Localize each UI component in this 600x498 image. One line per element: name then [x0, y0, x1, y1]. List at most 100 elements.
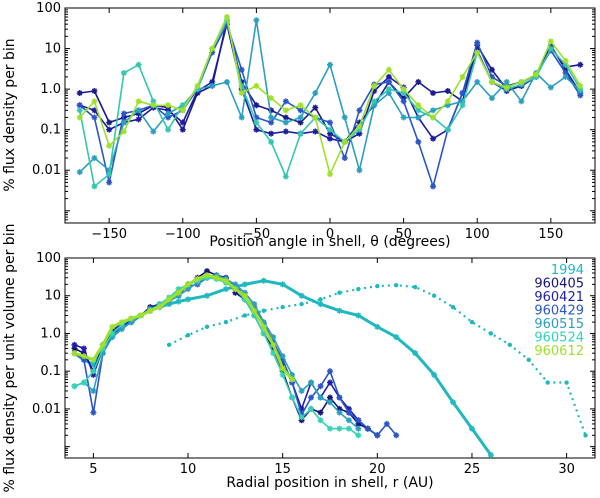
- top-plot-data-point: [223, 21, 230, 28]
- bottom-plot-data-point: [355, 432, 362, 439]
- bottom-plot-data-point: [232, 289, 239, 296]
- top-plot-series: [76, 13, 584, 190]
- top-plot-data-point: [459, 102, 466, 109]
- top-plot-data-point: [474, 49, 481, 56]
- bottom-plot-data-point: [356, 286, 361, 292]
- top-plot-data-point: [459, 73, 466, 80]
- top-plot-data-point: [430, 90, 437, 97]
- top-plot-data-point: [194, 82, 201, 89]
- top-plot-data-point: [577, 61, 584, 68]
- bottom-plot-xlabel: Radial position in shell, r (AU): [226, 475, 433, 491]
- bottom-plot-data-point: [242, 313, 248, 318]
- bottom-plot-data-point: [289, 394, 296, 401]
- bottom-plot-data-point: [327, 425, 333, 432]
- legend-entry: 960421: [534, 290, 584, 305]
- top-plot-xtick-label: 150: [538, 227, 563, 242]
- bottom-plot-data-point: [80, 353, 87, 360]
- top-plot-data-point: [253, 82, 260, 89]
- top-plot-data-point: [356, 126, 363, 133]
- top-plot-data-point: [444, 87, 451, 94]
- bottom-plot-ylabel: % flux density per unit volume per bin: [2, 224, 18, 493]
- bottom-plot-data-point: [109, 330, 116, 337]
- top-plot-data-point: [327, 171, 333, 178]
- top-plot-data-point: [312, 90, 319, 97]
- bottom-plot-data-point: [393, 432, 400, 439]
- bottom-plot-data-point: [185, 296, 192, 303]
- top-plot-data-point: [577, 92, 584, 99]
- bottom-plot-data-point: [345, 417, 352, 424]
- bottom-plot-data-point: [270, 350, 277, 357]
- top-plot-data-point: [430, 107, 437, 114]
- bottom-plot-data-point: [317, 301, 324, 308]
- top-plot-data-point: [562, 69, 569, 76]
- top-plot-data-point: [91, 98, 98, 105]
- top-plot-data-point: [341, 155, 348, 162]
- top-plot-data-point: [76, 114, 83, 121]
- bottom-plot-data-point: [203, 268, 210, 275]
- top-plot-data-point: [297, 119, 304, 126]
- bottom-plot-data-point: [241, 292, 248, 299]
- top-plot-data-point: [488, 66, 495, 73]
- top-plot-data-point: [415, 78, 422, 85]
- bottom-plot-data-point: [232, 286, 239, 293]
- top-plot-data-point: [282, 128, 289, 135]
- top-plot-data-point: [400, 98, 407, 105]
- top-plot-data-point: [135, 98, 142, 105]
- top-plot: −150 −100 −50 0 50 100 150 0.01 0.1 1.0 10 100 Posi…: [2, 1, 596, 250]
- top-plot-data-point: [209, 49, 216, 56]
- top-plot-data-point: [91, 155, 98, 162]
- top-plot-data-point: [179, 126, 186, 133]
- top-plot-data-point: [577, 86, 584, 93]
- bottom-plot-data-point: [71, 350, 78, 357]
- bottom-plot-data-point: [327, 399, 333, 406]
- top-plot-data-point: [371, 82, 378, 89]
- top-plot-data-point: [503, 84, 510, 91]
- bottom-plot-data-point: [336, 394, 343, 401]
- bottom-plot-data-point: [298, 405, 305, 412]
- top-plot-data-point: [459, 98, 466, 105]
- bottom-plot-data-point: [80, 379, 87, 386]
- top-plot-data-point: [385, 73, 392, 80]
- bottom-plot-data-point: [147, 307, 154, 314]
- top-plot-data-point: [415, 138, 422, 145]
- bottom-plot-data-point: [223, 319, 229, 325]
- bottom-plot-series-line: [74, 270, 378, 436]
- top-plot-ytick-label: 0.01: [32, 163, 61, 178]
- bottom-plot-data-point: [345, 409, 352, 416]
- bottom-plot-data-point: [450, 304, 456, 310]
- top-plot-xtick-label: 0: [326, 227, 334, 242]
- bottom-plot-data-point: [270, 341, 277, 348]
- legend-entry: 960612: [534, 344, 584, 359]
- bottom-plot-data-point: [317, 417, 324, 424]
- top-plot-data-point: [371, 98, 378, 105]
- bottom-plot-data-point: [374, 432, 381, 439]
- bottom-plot-data-point: [90, 409, 97, 416]
- bottom-plot-data-point: [280, 304, 285, 310]
- bottom-plot-ytick-label: 0.1: [40, 364, 61, 379]
- top-plot-data-point: [209, 82, 216, 89]
- top-plot-data-point: [106, 179, 113, 186]
- bottom-plot-data-point: [412, 284, 418, 290]
- top-plot-ticks: −150 −100 −50 0 50 100 150 0.01 0.1 1.0 10 100: [32, 1, 595, 242]
- top-plot-xlabel: Position angle in shell, θ (degrees): [209, 234, 450, 250]
- top-plot-ytick-label: 1.0: [40, 82, 61, 97]
- bottom-plot-xtick-label: 5: [89, 462, 97, 477]
- top-plot-ytick-label: 10: [44, 42, 61, 57]
- top-plot-data-point: [268, 119, 275, 126]
- bottom-plot-data-point: [128, 319, 135, 326]
- top-plot-data-point: [106, 126, 113, 133]
- top-plot-data-point: [150, 98, 157, 105]
- top-plot-data-point: [488, 78, 495, 85]
- top-plot-data-point: [430, 135, 437, 142]
- bottom-plot-data-point: [298, 414, 305, 421]
- top-plot-data-point: [253, 102, 260, 109]
- bottom-plot-ytick-label: 1.0: [40, 326, 61, 341]
- top-plot-data-point: [400, 86, 407, 93]
- top-plot-data-point: [577, 82, 584, 89]
- bottom-plot-data-point: [507, 342, 513, 348]
- top-plot-data-point: [268, 138, 275, 145]
- top-plot-data-point: [76, 107, 83, 114]
- top-plot-series-line: [79, 19, 581, 173]
- bottom-plot-data-point: [90, 368, 97, 375]
- bottom-plot-data-point: [99, 345, 106, 352]
